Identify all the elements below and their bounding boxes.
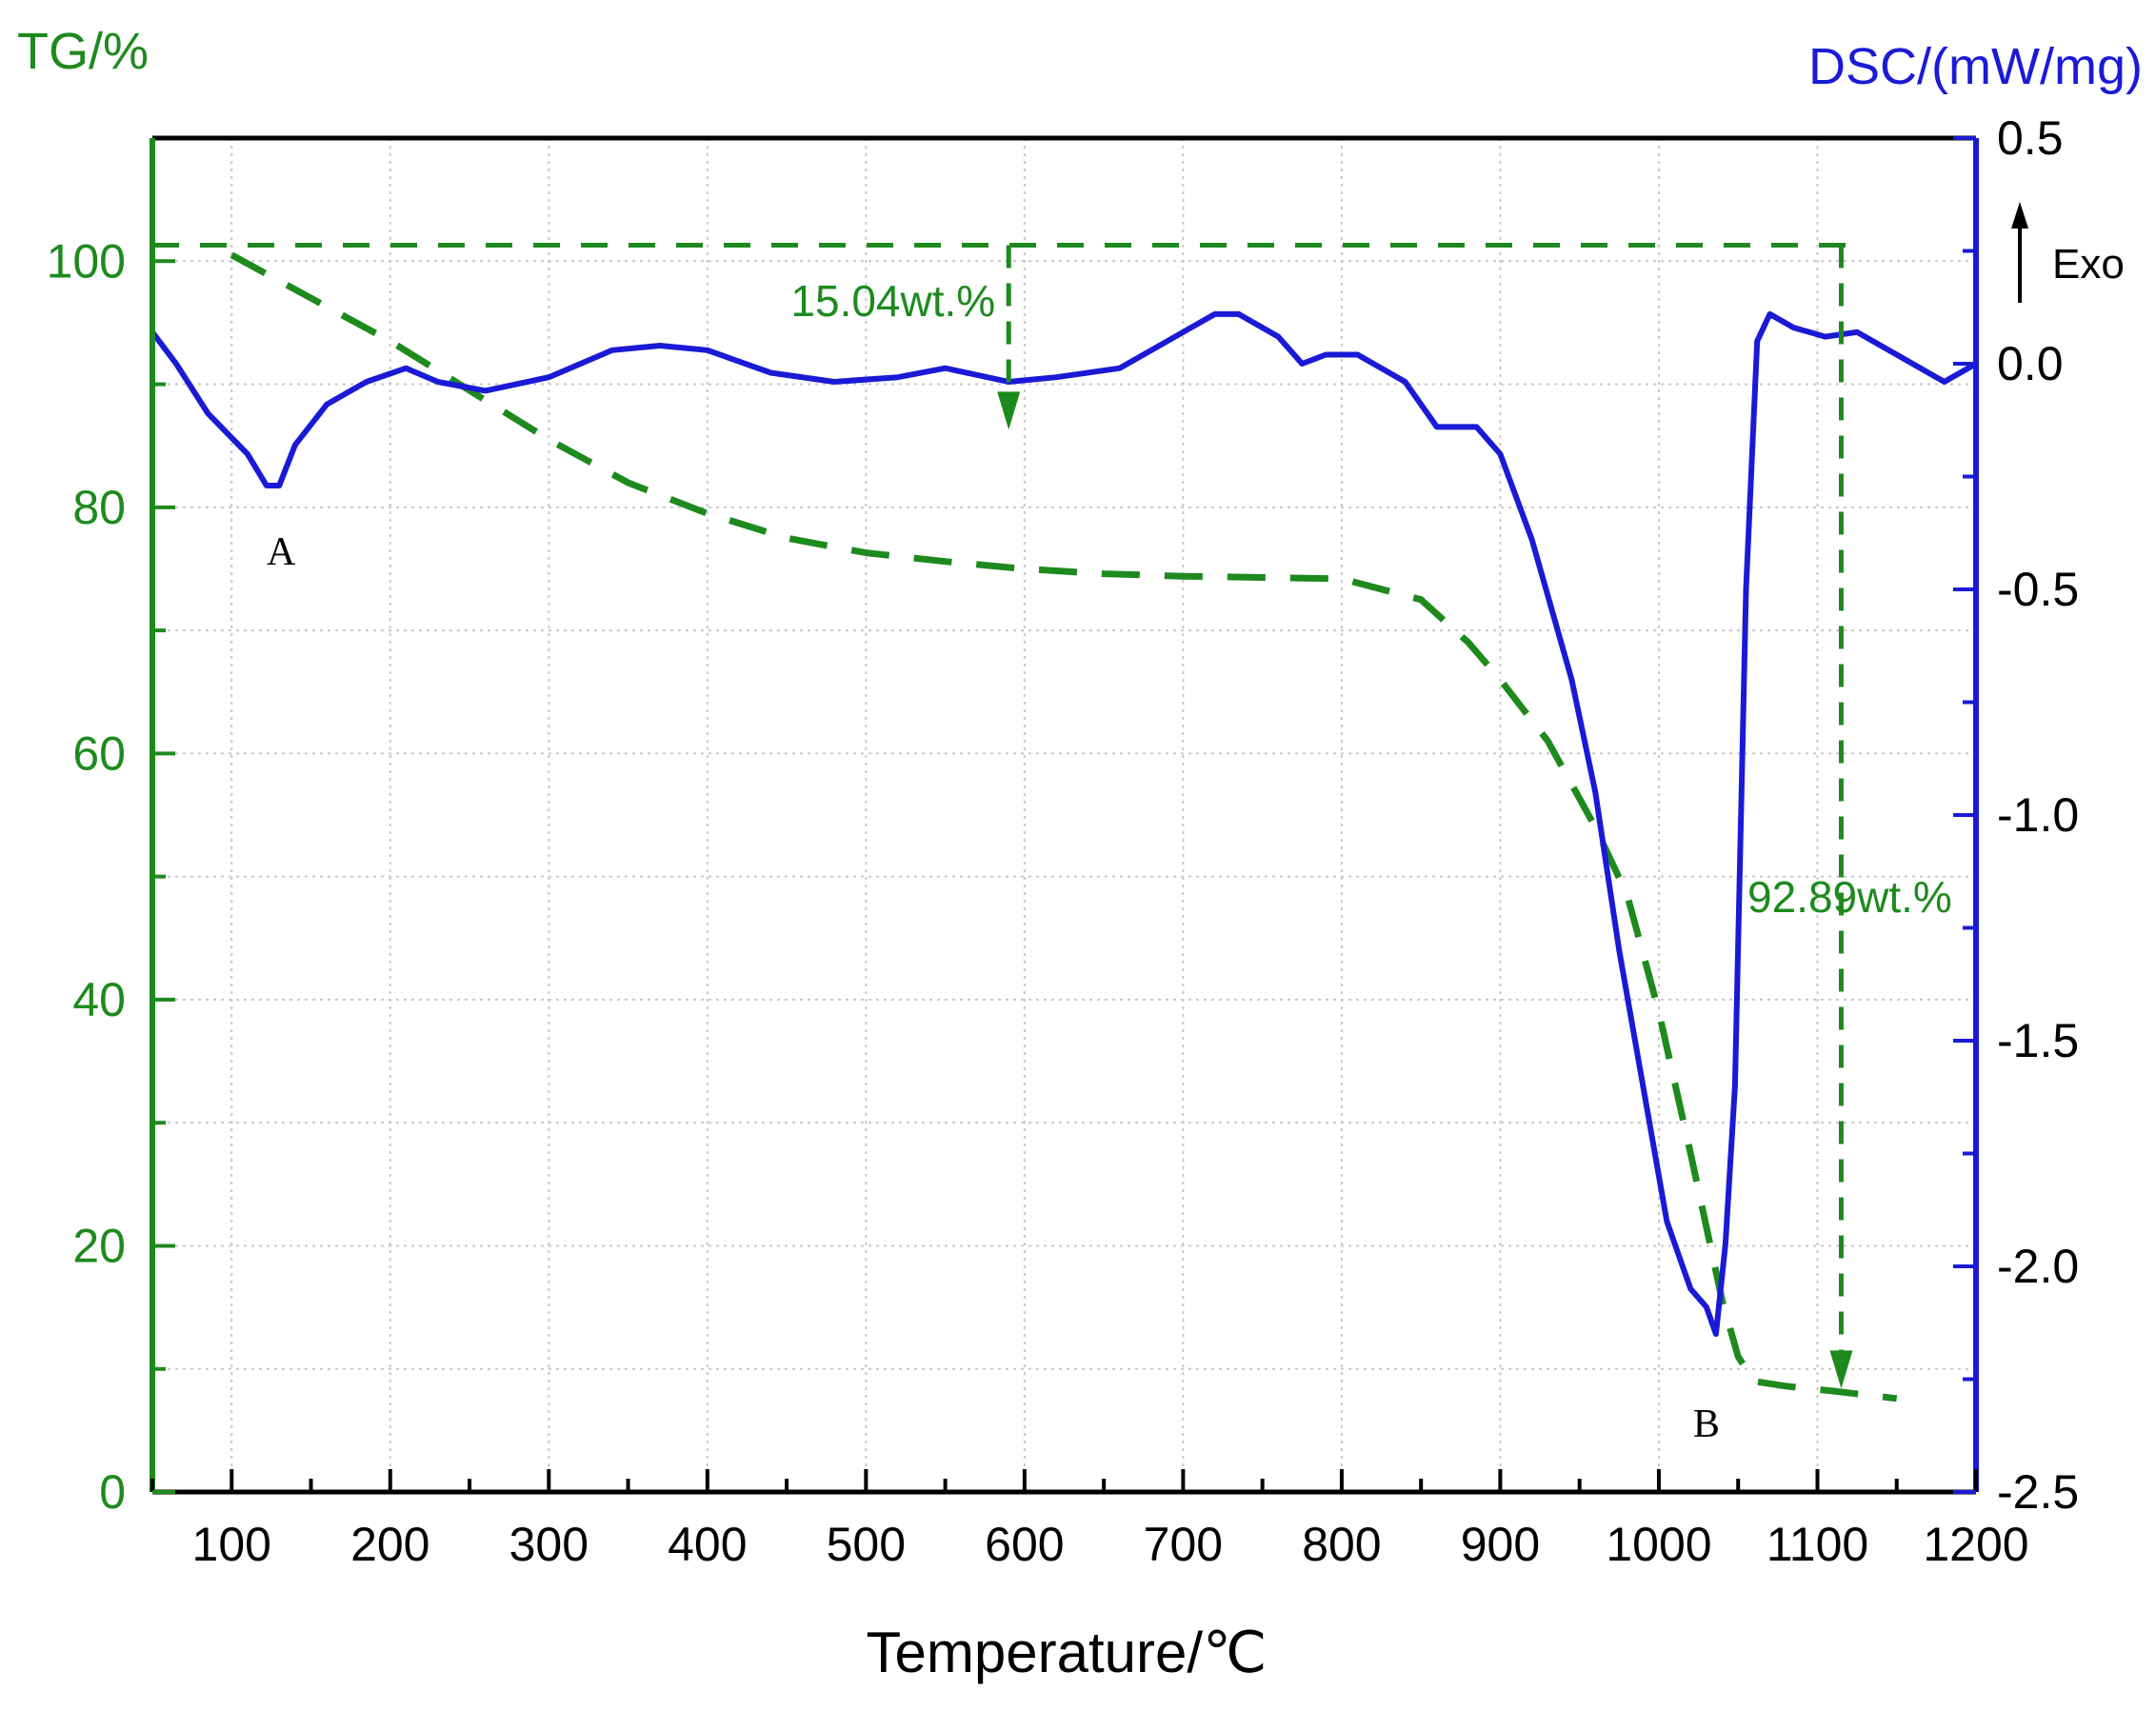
mass-loss-step1-arrow-icon — [997, 391, 1021, 430]
x-tick-label: 400 — [668, 1518, 747, 1571]
right-tick-label: -1.0 — [1997, 788, 2079, 842]
left-tick-label: 60 — [72, 726, 126, 780]
exo-label: Exo — [2052, 241, 2125, 288]
dsc-series — [150, 310, 1979, 1338]
grid-lines — [152, 138, 1977, 1492]
x-tick-label: 800 — [1302, 1518, 1381, 1571]
right-tick-label: 0.5 — [1997, 111, 2064, 165]
peak-label-b: B — [1693, 1403, 1720, 1446]
left-tick-label: 80 — [72, 481, 126, 534]
step2-label: 92.89wt.% — [1747, 872, 1952, 922]
tick-labels: 100 200 300 400 500 600 700 800 900 1000 1100 12000… — [47, 111, 2080, 1571]
exo-arrow-icon — [2011, 202, 2028, 229]
x-axis-title: Temperature/℃ — [867, 1621, 1268, 1684]
left-tick-label: 100 — [47, 234, 126, 288]
left-tick-label: 20 — [72, 1219, 126, 1272]
tg-series — [230, 251, 1898, 1403]
x-tick-label: 100 — [192, 1518, 271, 1571]
x-tick-label: 300 — [509, 1518, 589, 1571]
right-axis-title: DSC/(mW/mg) — [1808, 38, 2143, 95]
x-tick-label: 1100 — [1767, 1518, 1869, 1571]
x-tick-label: 600 — [985, 1518, 1064, 1571]
right-tick-label: -2.5 — [1997, 1465, 2079, 1519]
x-tick-label: 1200 — [1923, 1518, 2028, 1571]
right-tick-label: -0.5 — [1997, 563, 2079, 616]
annotations: 15.04wt.% 92.89wt.% A B — [152, 242, 1952, 1446]
axes — [150, 135, 1979, 1495]
right-tick-label: 0.0 — [1997, 337, 2064, 390]
x-tick-label: 1000 — [1606, 1518, 1711, 1571]
left-tick-label: 0 — [99, 1465, 126, 1519]
peak-label-a: A — [267, 530, 296, 574]
x-tick-label: 900 — [1461, 1518, 1540, 1571]
x-tick-label: 700 — [1144, 1518, 1223, 1571]
mass-loss-step2-arrow-icon — [1829, 1350, 1853, 1389]
step1-label: 15.04wt.% — [790, 276, 995, 326]
tg-curve — [230, 251, 1898, 1403]
right-tick-label: -2.0 — [1997, 1240, 2079, 1293]
left-tick-label: 40 — [72, 973, 126, 1026]
x-tick-label: 500 — [827, 1518, 906, 1571]
dsc-curve — [150, 310, 1979, 1338]
right-tick-label: -1.5 — [1997, 1014, 2079, 1067]
left-axis-title: TG/% — [17, 23, 149, 80]
x-tick-label: 200 — [350, 1518, 429, 1571]
